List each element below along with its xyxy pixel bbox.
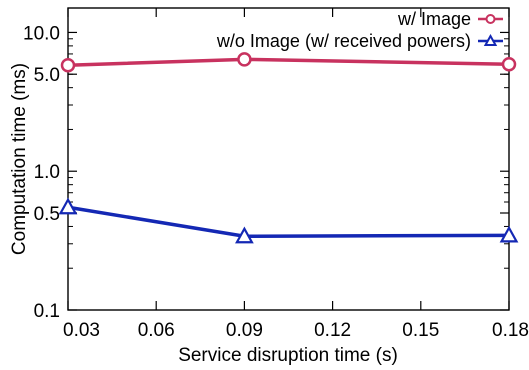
series-line-1	[67, 57, 510, 68]
series-1-point	[237, 52, 252, 67]
x-axis-label: Service disruption time (s)	[178, 345, 398, 366]
series-layer	[58, 52, 519, 244]
x-tick-label: 0.06	[138, 320, 175, 341]
x-tick-label: 0.12	[314, 320, 351, 341]
x-tick-label: 0.03	[63, 320, 100, 341]
y-axis: 0.1 0.5 1.0 5.0 10.0	[23, 23, 509, 322]
x-axis: 0.03 0.06 0.09 0.12 0.15 0.18	[63, 8, 529, 341]
series-2-point	[499, 225, 519, 243]
series-1-point	[60, 58, 76, 73]
series-2-point	[235, 226, 254, 244]
y-tick-label: 10.0	[23, 23, 60, 44]
series-1-point	[501, 56, 517, 72]
y-tick-label: 1.0	[34, 162, 60, 183]
x-tick-label: 0.18	[492, 320, 529, 341]
legend-label: w/ Image	[397, 9, 471, 29]
x-tick-label: 0.15	[402, 320, 439, 341]
plot-frame	[67, 7, 510, 311]
series-2-point	[58, 197, 78, 215]
legend-label: w/o Image (w/ received powers)	[216, 31, 471, 51]
y-axis-label: Computation time (ms)	[9, 63, 30, 255]
legend-marker	[483, 33, 498, 46]
y-tick-label: 0.5	[34, 204, 60, 225]
y-tick-label: 0.1	[34, 301, 60, 322]
series-line-2	[67, 205, 510, 238]
y-tick-label: 5.0	[34, 65, 60, 86]
x-tick-label: 0.09	[226, 320, 263, 341]
legend-marker	[485, 14, 496, 24]
